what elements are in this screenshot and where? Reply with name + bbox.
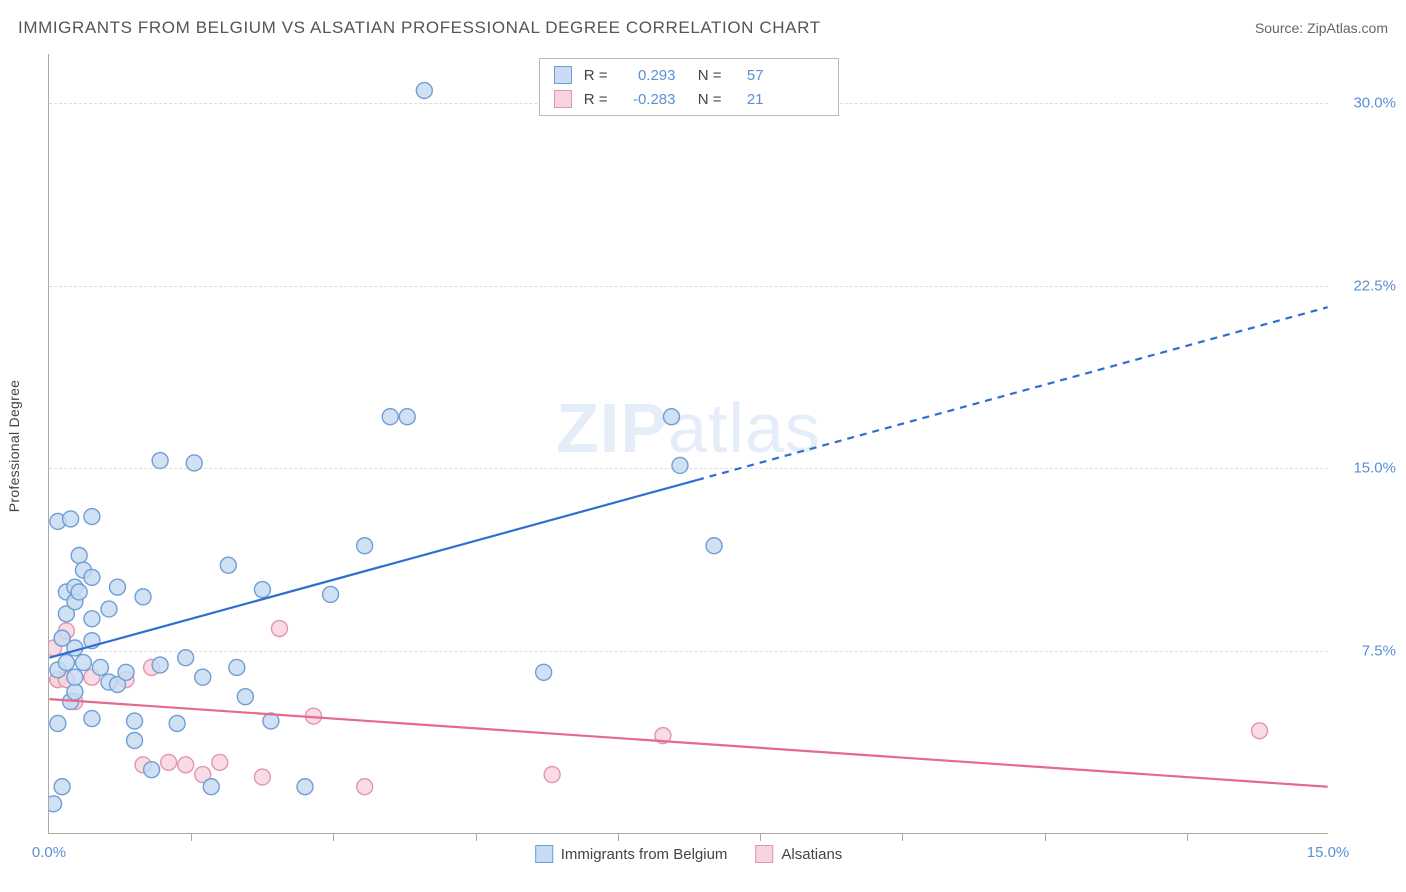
scatter-point (127, 713, 143, 729)
x-tick-end: 15.0% (1307, 844, 1350, 861)
scatter-point (110, 579, 126, 595)
scatter-point (1252, 723, 1268, 739)
scatter-point (297, 779, 313, 795)
scatter-point (71, 584, 87, 600)
scatter-point (67, 640, 83, 656)
scatter-point (220, 557, 236, 573)
scatter-point (237, 689, 253, 705)
scatter-point (536, 664, 552, 680)
legend-row-belgium: R = 0.293 N = 57 (554, 63, 824, 87)
legend-item-alsatian: Alsatians (755, 845, 842, 863)
scatter-point (67, 669, 83, 685)
legend-swatch-belgium (535, 845, 553, 863)
n-value-alsatian: 21 (730, 91, 764, 108)
scatter-point (84, 509, 100, 525)
x-tick-minor (760, 833, 761, 841)
y-tick-label: 30.0% (1336, 94, 1396, 111)
y-tick-label: 15.0% (1336, 460, 1396, 477)
y-tick-label: 22.5% (1336, 277, 1396, 294)
legend-correlation-box: R = 0.293 N = 57 R = -0.283 N = 21 (539, 58, 839, 116)
scatter-point (178, 757, 194, 773)
scatter-point (357, 779, 373, 795)
legend-swatch-belgium (554, 66, 572, 84)
trend-line (49, 480, 697, 658)
scatter-point (416, 83, 432, 99)
x-tick-start: 0.0% (32, 844, 66, 861)
scatter-point (663, 409, 679, 425)
scatter-point (672, 457, 688, 473)
scatter-point (186, 455, 202, 471)
scatter-point (178, 650, 194, 666)
x-tick-minor (1045, 833, 1046, 841)
x-tick-minor (1187, 833, 1188, 841)
scatter-point (58, 655, 74, 671)
scatter-point (399, 409, 415, 425)
scatter-point (271, 621, 287, 637)
scatter-point (152, 657, 168, 673)
n-label: N = (684, 91, 722, 108)
scatter-point (544, 767, 560, 783)
x-tick-minor (333, 833, 334, 841)
scatter-point (92, 659, 108, 675)
trend-line (697, 307, 1328, 480)
scatter-point (71, 547, 87, 563)
r-value-alsatian: -0.283 (616, 91, 676, 108)
header: IMMIGRANTS FROM BELGIUM VS ALSATIAN PROF… (18, 18, 1388, 38)
legend-label-alsatian: Alsatians (781, 846, 842, 863)
r-label: R = (580, 67, 608, 84)
plot-svg (49, 54, 1328, 833)
source-label: Source: ZipAtlas.com (1255, 20, 1388, 36)
n-value-belgium: 57 (730, 67, 764, 84)
scatter-point (254, 582, 270, 598)
scatter-point (101, 601, 117, 617)
scatter-point (67, 684, 83, 700)
y-axis-label: Professional Degree (6, 380, 22, 513)
scatter-point (135, 589, 151, 605)
scatter-point (127, 733, 143, 749)
scatter-point (161, 754, 177, 770)
x-tick-minor (476, 833, 477, 841)
legend-row-alsatian: R = -0.283 N = 21 (554, 87, 824, 111)
legend-swatch-alsatian (554, 90, 572, 108)
scatter-point (63, 511, 79, 527)
scatter-point (212, 754, 228, 770)
r-label: R = (580, 91, 608, 108)
scatter-point (84, 711, 100, 727)
scatter-point (254, 769, 270, 785)
scatter-point (84, 569, 100, 585)
x-tick-minor (902, 833, 903, 841)
r-value-belgium: 0.293 (616, 67, 676, 84)
legend-label-belgium: Immigrants from Belgium (561, 846, 728, 863)
x-tick-minor (618, 833, 619, 841)
scatter-point (84, 611, 100, 627)
legend-swatch-alsatian (755, 845, 773, 863)
scatter-point (75, 655, 91, 671)
scatter-point (229, 659, 245, 675)
scatter-point (144, 762, 160, 778)
scatter-point (195, 669, 211, 685)
scatter-point (169, 715, 185, 731)
scatter-point (54, 779, 70, 795)
scatter-point (152, 453, 168, 469)
y-tick-label: 7.5% (1336, 643, 1396, 660)
scatter-point (49, 796, 62, 812)
trend-line (49, 699, 1327, 787)
scatter-point (50, 715, 66, 731)
chart-title: IMMIGRANTS FROM BELGIUM VS ALSATIAN PROF… (18, 18, 821, 38)
scatter-point (706, 538, 722, 554)
plot-area: ZIPatlas R = 0.293 N = 57 R = -0.283 N =… (48, 54, 1328, 834)
n-label: N = (684, 67, 722, 84)
legend-bottom: Immigrants from Belgium Alsatians (535, 845, 843, 863)
scatter-point (357, 538, 373, 554)
scatter-point (323, 586, 339, 602)
scatter-point (382, 409, 398, 425)
scatter-point (203, 779, 219, 795)
scatter-point (118, 664, 134, 680)
x-tick-minor (191, 833, 192, 841)
legend-item-belgium: Immigrants from Belgium (535, 845, 728, 863)
